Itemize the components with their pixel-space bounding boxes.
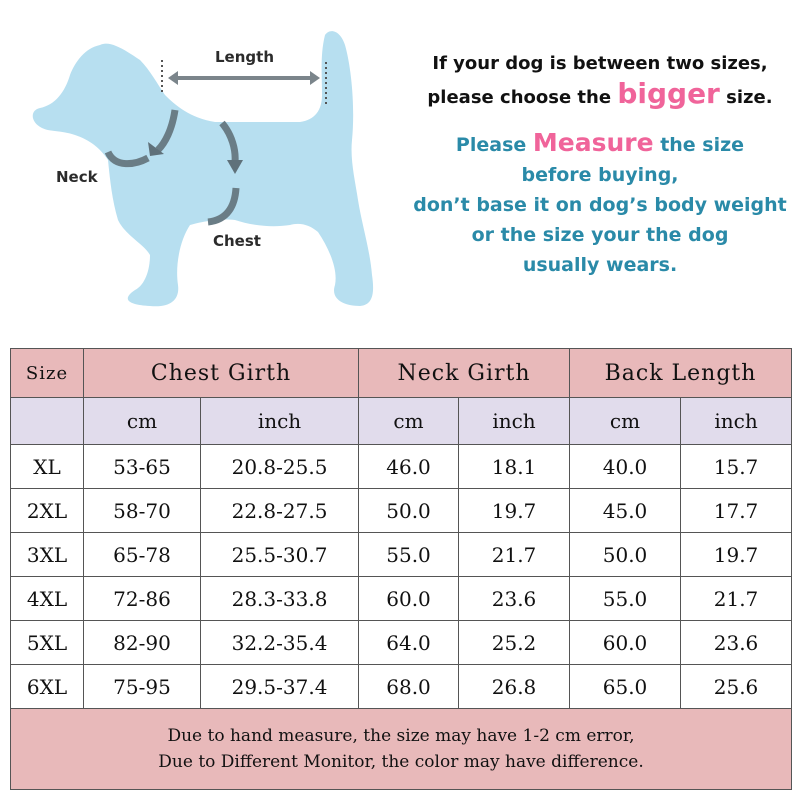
value-cell: 45.0	[569, 488, 682, 533]
value-cell: 32.2-35.4	[199, 620, 360, 665]
notice-text: please choose the	[427, 87, 612, 108]
value-cell: 75-95	[83, 664, 201, 709]
value-cell: 20.8-25.5	[199, 444, 360, 489]
value-cell: 53-65	[83, 444, 201, 489]
value-cell: 26.8	[458, 664, 571, 709]
unit-cell: cm	[358, 397, 460, 445]
length-arrow-icon	[168, 71, 320, 85]
size-cell: XL	[10, 444, 84, 489]
value-cell: 64.0	[358, 620, 460, 665]
header-back-length: Back Length	[569, 348, 793, 398]
measure-text: the size	[660, 134, 745, 156]
table-row: 2XL 58-70 22.8-27.5 50.0 19.7 45.0 17.7	[10, 488, 793, 533]
value-cell: 55.0	[358, 532, 460, 577]
footer-note: Due to hand measure, the size may have 1…	[9, 708, 793, 790]
value-cell: 18.1	[458, 444, 571, 489]
footer-line-1: Due to hand measure, the size may have 1…	[167, 726, 635, 746]
chest-arrowhead	[227, 160, 243, 174]
header-neck-girth: Neck Girth	[358, 348, 571, 398]
notice-line-6: or the size your the dog	[471, 224, 729, 246]
unit-empty	[10, 397, 84, 445]
value-cell: 25.6	[680, 664, 793, 709]
value-cell: 29.5-37.4	[199, 664, 360, 709]
chest-arrow-icon	[207, 120, 240, 226]
header-size: Size	[10, 348, 84, 398]
notice-line-1: If your dog is between two sizes,	[432, 53, 768, 74]
value-cell: 22.8-27.5	[199, 488, 360, 533]
chest-label: Chest	[213, 232, 261, 250]
value-cell: 23.6	[680, 620, 793, 665]
value-cell: 68.0	[358, 664, 460, 709]
value-cell: 25.5-30.7	[199, 532, 360, 577]
table-row: 5XL 82-90 32.2-35.4 64.0 25.2 60.0 23.6	[10, 620, 793, 665]
value-cell: 25.2	[458, 620, 571, 665]
value-cell: 28.3-33.8	[199, 576, 360, 621]
size-cell: 5XL	[10, 620, 84, 665]
neck-arrowhead	[148, 142, 164, 156]
dog-silhouette	[32, 31, 374, 307]
footer-line-2: Due to Different Monitor, the color may …	[158, 752, 644, 772]
unit-cell: inch	[458, 397, 571, 445]
unit-cell: cm	[569, 397, 682, 445]
header-chest-girth: Chest Girth	[82, 348, 360, 398]
value-cell: 15.7	[680, 444, 793, 489]
value-cell: 65-78	[83, 532, 201, 577]
value-cell: 23.6	[458, 576, 571, 621]
table-unit-row: cm inch cm inch cm inch	[10, 397, 793, 445]
table-row: 6XL 75-95 29.5-37.4 68.0 26.8 65.0 25.6	[10, 664, 793, 709]
size-cell: 6XL	[10, 664, 84, 709]
measure-line: Please Measure the size	[400, 128, 800, 160]
measure-text: Please	[455, 134, 527, 156]
notice-text: size.	[726, 87, 773, 108]
table-footer-row: Due to hand measure, the size may have 1…	[9, 708, 793, 790]
notice-line-7: usually wears.	[522, 254, 678, 276]
notice-line-5: don’t base it on dog’s body weight	[413, 194, 787, 216]
value-cell: 50.0	[358, 488, 460, 533]
neck-label: Neck	[56, 168, 98, 186]
size-cell: 2XL	[10, 488, 84, 533]
unit-cell: inch	[199, 397, 360, 445]
value-cell: 65.0	[569, 664, 682, 709]
table-header-row: Size Chest Girth Neck Girth Back Length	[10, 348, 793, 398]
size-cell: 4XL	[10, 576, 84, 621]
length-label: Length	[215, 48, 274, 66]
value-cell: 40.0	[569, 444, 682, 489]
unit-cell: cm	[83, 397, 201, 445]
table-row: 4XL 72-86 28.3-33.8 60.0 23.6 55.0 21.7	[10, 576, 793, 621]
value-cell: 21.7	[458, 532, 571, 577]
value-cell: 46.0	[358, 444, 460, 489]
value-cell: 21.7	[680, 576, 793, 621]
value-cell: 60.0	[358, 576, 460, 621]
table-row: XL 53-65 20.8-25.5 46.0 18.1 40.0 15.7	[10, 444, 793, 489]
value-cell: 60.0	[569, 620, 682, 665]
sizing-notice: If your dog is between two sizes, please…	[400, 50, 800, 280]
notice-emphasis-bigger: bigger	[617, 77, 720, 110]
neck-arrow-icon	[104, 109, 179, 168]
notice-line-2: please choose the bigger size.	[400, 80, 800, 112]
value-cell: 17.7	[680, 488, 793, 533]
value-cell: 72-86	[83, 576, 201, 621]
unit-cell: inch	[680, 397, 793, 445]
size-cell: 3XL	[10, 532, 84, 577]
measure-emphasis: Measure	[532, 128, 654, 157]
table-row: 3XL 65-78 25.5-30.7 55.0 21.7 50.0 19.7	[10, 532, 793, 577]
value-cell: 19.7	[680, 532, 793, 577]
value-cell: 19.7	[458, 488, 571, 533]
value-cell: 50.0	[569, 532, 682, 577]
value-cell: 55.0	[569, 576, 682, 621]
value-cell: 82-90	[83, 620, 201, 665]
size-chart-table: Size Chest Girth Neck Girth Back Length …	[9, 348, 793, 790]
value-cell: 58-70	[83, 488, 201, 533]
notice-line-4: before buying,	[521, 164, 679, 186]
dog-measurement-diagram	[32, 31, 374, 307]
